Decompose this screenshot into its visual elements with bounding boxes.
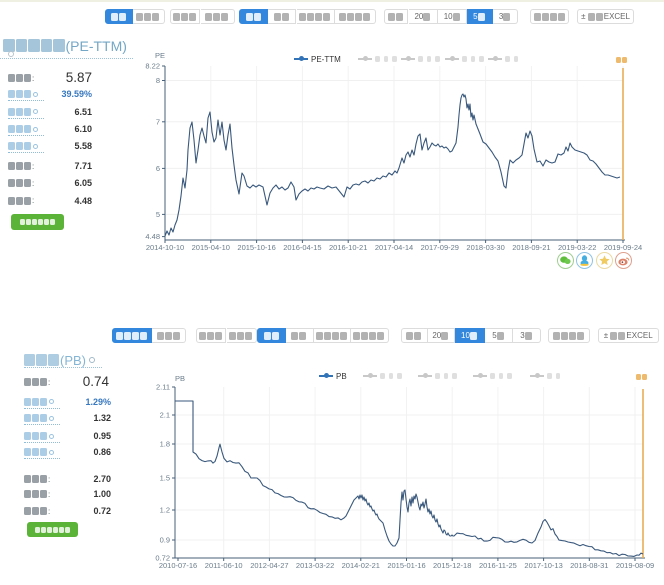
svg-text:2015-12-18: 2015-12-18 [433,561,471,570]
svg-text:4.48: 4.48 [145,232,160,241]
svg-text:8: 8 [156,76,160,85]
svg-text:2015-10-16: 2015-10-16 [237,243,275,252]
svg-text:2014-10-10: 2014-10-10 [146,243,184,252]
svg-text:2017-04-14: 2017-04-14 [375,243,413,252]
svg-text:2016-04-15: 2016-04-15 [283,243,321,252]
svg-text:6: 6 [156,164,160,173]
svg-text:2016-11-25: 2016-11-25 [479,561,517,570]
svg-text:2015-04-10: 2015-04-10 [192,243,230,252]
svg-text:1.2: 1.2 [160,506,170,515]
svg-text:2018-09-21: 2018-09-21 [512,243,550,252]
svg-text:8.22: 8.22 [145,62,160,71]
svg-text:2.1: 2.1 [160,411,170,420]
svg-text:2019-09-24: 2019-09-24 [604,243,642,252]
svg-text:PB: PB [175,374,185,383]
svg-text:2011-06-10: 2011-06-10 [205,561,243,570]
svg-text:PE: PE [155,51,165,60]
svg-text:2012-04-27: 2012-04-27 [250,561,288,570]
svg-text:2015-01-16: 2015-01-16 [387,561,425,570]
svg-text:1.5: 1.5 [160,474,170,483]
svg-text:2018-08-31: 2018-08-31 [570,561,608,570]
svg-text:2010-07-16: 2010-07-16 [159,561,197,570]
svg-text:2014-02-21: 2014-02-21 [342,561,380,570]
svg-text:0.72: 0.72 [155,554,170,563]
svg-text:0.9: 0.9 [160,536,170,545]
svg-text:2013-03-22: 2013-03-22 [296,561,334,570]
svg-text:1.8: 1.8 [160,440,170,449]
svg-text:2.11: 2.11 [156,383,170,392]
svg-text:7: 7 [156,117,160,126]
svg-text:2019-03-22: 2019-03-22 [558,243,596,252]
svg-text:2018-03-30: 2018-03-30 [466,243,504,252]
svg-text:2017-10-13: 2017-10-13 [524,561,562,570]
svg-text:2016-10-21: 2016-10-21 [329,243,367,252]
svg-text:5: 5 [156,210,160,219]
svg-text:2019-08-09: 2019-08-09 [616,561,654,570]
svg-text:2017-09-29: 2017-09-29 [421,243,459,252]
